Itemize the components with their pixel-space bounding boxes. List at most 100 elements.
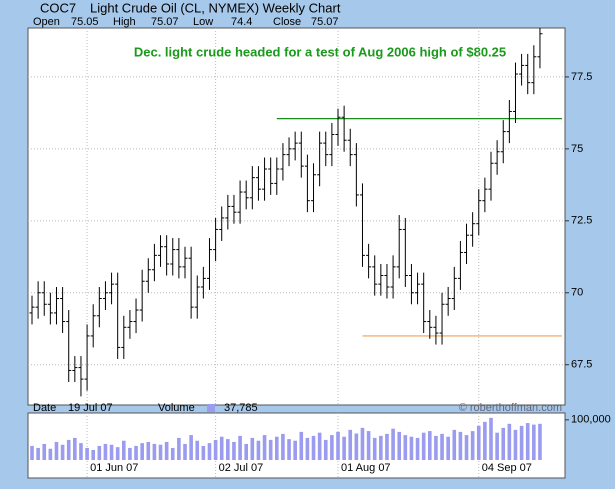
volume-bar: [91, 449, 95, 460]
volume-bar: [30, 445, 34, 460]
volume-bar: [250, 437, 255, 460]
volume-bar: [79, 443, 83, 460]
volume-bar: [66, 439, 71, 460]
volume-bar: [372, 437, 377, 460]
volume-bar: [532, 424, 536, 460]
volume-bar: [489, 417, 493, 460]
stat-label: Open: [33, 16, 60, 28]
volume-bar: [397, 431, 401, 460]
volume-bar: [428, 431, 432, 460]
volume-bar: [183, 443, 187, 460]
x-tick-label: 01 Aug 07: [341, 462, 391, 474]
volume-bar: [483, 421, 487, 460]
footer-date-label: Date: [33, 402, 56, 414]
price-panel: [27, 27, 566, 406]
volume-bar: [470, 431, 475, 460]
volume-bar: [348, 429, 353, 460]
volume-bar: [42, 443, 47, 460]
volume-bar: [403, 435, 408, 460]
volume-bar: [164, 441, 169, 460]
volume-bar: [538, 423, 542, 460]
volume-bar: [434, 435, 438, 460]
volume-bar: [97, 445, 102, 460]
volume-label: Volume: [158, 402, 195, 414]
chart-title: Light Crude Oil (CL, NYMEX) Weekly Chart: [90, 0, 341, 15]
volume-bar: [507, 423, 512, 460]
volume-bar: [262, 435, 267, 460]
stat-value: 75.05: [71, 16, 99, 28]
volume-bar: [213, 439, 218, 460]
volume-bar: [342, 436, 346, 460]
volume-bar: [128, 447, 132, 460]
volume-bar: [421, 432, 426, 460]
volume-bar: [293, 440, 297, 460]
stat-value: 75.07: [311, 16, 339, 28]
volume-bar: [360, 427, 365, 460]
y-tick-label: 72.5: [571, 215, 592, 227]
volume-bar: [317, 432, 322, 460]
volume-bar: [85, 447, 89, 460]
volume-swatch: [207, 404, 215, 412]
volume-bar: [232, 441, 236, 460]
stat-label: Low: [193, 16, 213, 28]
volume-bar: [73, 437, 77, 460]
annotation: Dec. light crude headed for a test of Au…: [134, 44, 506, 59]
volume-bar: [201, 445, 206, 460]
volume-bar: [379, 435, 383, 460]
x-tick-label: 02 Jul 07: [219, 462, 264, 474]
volume-bar: [281, 433, 285, 460]
volume-bar: [385, 433, 389, 460]
x-tick-label: 04 Sep 07: [482, 462, 532, 474]
volume-bar: [122, 440, 126, 460]
stat-value: 74.4: [231, 16, 252, 28]
volume-bar: [219, 436, 224, 460]
volume-bar: [452, 429, 457, 460]
volume-current: 37,785: [224, 402, 258, 414]
volume-bar: [103, 443, 108, 460]
volume-bar: [287, 439, 291, 460]
volume-bar: [177, 437, 181, 460]
volume-bar: [115, 447, 120, 460]
footer-date: 19 Jul 07: [68, 402, 113, 414]
volume-bar: [409, 436, 414, 460]
volume-bar: [275, 436, 279, 460]
volume-bar: [513, 429, 518, 460]
volume-bar: [54, 441, 59, 460]
volume-bar: [458, 431, 463, 460]
volume-bar: [495, 432, 499, 460]
volume-bar: [311, 435, 316, 460]
volume-bar: [207, 443, 212, 460]
volume-bar: [268, 439, 273, 460]
volume-bar: [305, 437, 310, 460]
volume-bar: [170, 447, 175, 460]
volume-bar: [330, 435, 334, 460]
volume-bar: [226, 439, 230, 460]
volume-bar: [134, 445, 138, 460]
volume-bar: [464, 435, 469, 460]
volume-bar: [391, 428, 395, 460]
volume-bar: [195, 440, 200, 460]
volume-bar: [109, 444, 114, 460]
volume-bar: [354, 433, 359, 460]
volume-bar: [446, 436, 450, 460]
volume-bar: [323, 439, 328, 460]
volume-bar: [525, 423, 530, 460]
volume-bar: [244, 443, 248, 460]
y-tick-label: 70: [571, 287, 583, 299]
volume-bar: [36, 447, 40, 460]
volume-bar: [366, 431, 371, 460]
volume-bar: [336, 431, 340, 460]
volume-bar: [158, 444, 163, 460]
volume-bar: [146, 441, 151, 460]
volume-bar: [519, 425, 524, 460]
volume-bar: [299, 431, 304, 460]
volume-bar: [415, 437, 420, 460]
symbol: COC7: [40, 0, 76, 15]
volume-bar: [60, 444, 65, 460]
volume-bar: [476, 425, 481, 460]
volume-bar: [256, 440, 261, 460]
volume-bar: [189, 435, 193, 460]
volume-bar: [238, 435, 242, 460]
